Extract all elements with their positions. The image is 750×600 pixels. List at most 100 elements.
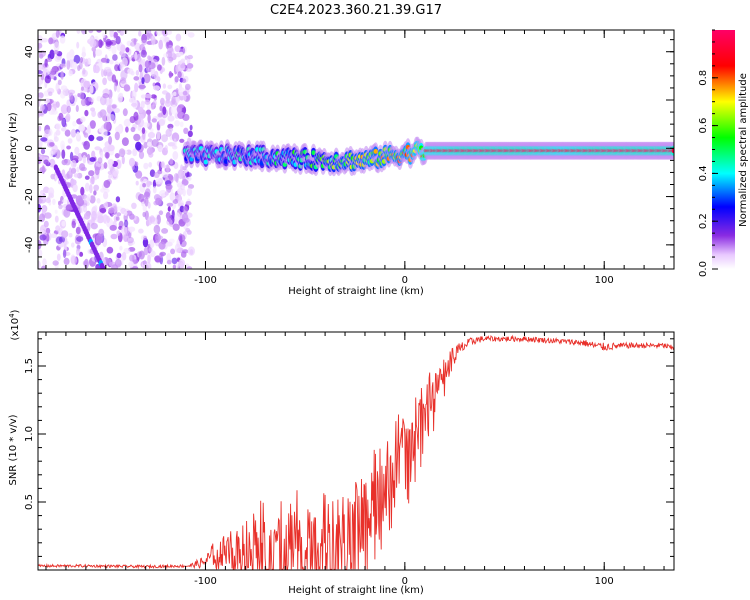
- noise-speckle: [107, 158, 114, 166]
- spectrogram-y-tick-label: -40: [24, 237, 35, 253]
- noise-speckle: [145, 109, 152, 115]
- noise-speckle: [38, 92, 44, 99]
- noise-speckle: [142, 58, 146, 68]
- noise-speckle: [134, 51, 138, 61]
- noise-speckle: [40, 190, 44, 195]
- noise-speckle: [80, 56, 83, 63]
- noise-speckle: [83, 132, 89, 138]
- noise-speckle: [161, 90, 168, 95]
- noise-speckle: [84, 175, 90, 180]
- noise-speckle: [144, 197, 149, 207]
- noise-speckle: [164, 99, 172, 108]
- noise-speckle: [103, 191, 109, 200]
- noise-speckle: [113, 31, 118, 38]
- noise-speckle: [123, 84, 131, 92]
- noise-speckle: [111, 45, 117, 55]
- noise-speckle: [116, 252, 122, 259]
- noise-speckle: [76, 251, 80, 256]
- noise-speckle: [96, 30, 102, 33]
- noise-speckle: [46, 102, 52, 112]
- noise-speckle: [147, 113, 151, 123]
- noise-speckle: [171, 132, 180, 142]
- noise-speckle: [61, 220, 66, 227]
- noise-speckle: [121, 225, 128, 236]
- noise-speckle: [40, 148, 46, 155]
- carrier-core: [373, 149, 378, 154]
- noise-speckle: [54, 209, 58, 214]
- noise-speckle: [149, 239, 155, 248]
- noise-speckle: [120, 44, 126, 53]
- snr-y-multiplier-base: (x10: [10, 318, 21, 341]
- noise-speckle: [120, 70, 128, 80]
- noise-speckle: [180, 58, 186, 63]
- noise-speckle: [177, 169, 184, 180]
- noise-speckle: [91, 210, 97, 221]
- noise-speckle: [41, 206, 47, 213]
- noise-speckle: [38, 100, 41, 107]
- noise-speckle: [114, 259, 122, 268]
- noise-speckle: [151, 35, 156, 46]
- noise-speckle: [174, 212, 181, 221]
- noise-speckle: [134, 82, 139, 93]
- noise-speckle: [54, 215, 59, 223]
- noise-speckle: [66, 99, 71, 108]
- colorbar-ticks: 0.0 0.2 0.4 0.6 0.8: [698, 29, 718, 277]
- noise-speckle: [104, 66, 112, 72]
- noise-speckle: [97, 157, 103, 164]
- noise-speckle: [88, 97, 92, 102]
- noise-speckle: [153, 224, 161, 234]
- noise-speckle: [43, 159, 49, 165]
- noise-speckle: [170, 104, 178, 115]
- noise-speckle: [38, 249, 43, 258]
- noise-speckle: [40, 73, 45, 81]
- noise-speckle: [146, 147, 153, 155]
- noise-speckle: [79, 251, 84, 257]
- noise-speckle: [55, 236, 63, 244]
- noise-speckle: [152, 186, 157, 194]
- noise-speckle: [128, 157, 136, 167]
- noise-speckle: [62, 249, 67, 258]
- noise-speckle: [89, 177, 95, 185]
- noise-speckle: [105, 258, 112, 264]
- noise-speckle: [44, 75, 51, 84]
- noise-speckle: [148, 162, 153, 168]
- noise-speckle: [130, 126, 136, 133]
- noise-speckle: [178, 234, 186, 243]
- noise-speckle: [143, 247, 149, 256]
- noise-speckle: [153, 85, 161, 91]
- noise-speckle: [111, 104, 117, 109]
- noise-speckle: [38, 260, 41, 269]
- noise-speckle: [75, 226, 81, 235]
- noise-speckle: [135, 141, 142, 151]
- noise-speckle: [73, 54, 81, 64]
- noise-speckle: [72, 61, 78, 70]
- noise-speckle: [130, 70, 135, 76]
- noise-speckle: [99, 109, 107, 118]
- noise-speckle: [125, 47, 130, 53]
- colorbar-tick-label: 0.0: [698, 261, 709, 277]
- noise-speckle: [106, 112, 111, 123]
- noise-speckle: [66, 59, 71, 70]
- noise-speckle: [96, 198, 101, 204]
- noise-speckle: [134, 42, 141, 51]
- noise-speckle: [147, 55, 151, 61]
- noise-speckle: [123, 247, 131, 254]
- noise-speckle: [172, 151, 179, 160]
- noise-speckle: [60, 90, 66, 99]
- noise-speckle: [46, 66, 52, 75]
- noise-speckle: [89, 157, 96, 162]
- noise-speckle: [180, 183, 186, 191]
- snr-y-multiplier-close: ): [10, 309, 21, 313]
- noise-speckle: [186, 63, 194, 69]
- noise-speckle: [64, 159, 71, 166]
- noise-speckle: [107, 144, 115, 152]
- noise-speckle: [40, 104, 45, 112]
- spectrogram-x-tick-label: -100: [194, 275, 217, 286]
- noise-speckle: [91, 46, 97, 52]
- noise-speckle: [64, 173, 70, 180]
- noise-speckle: [70, 95, 74, 103]
- noise-speckle: [120, 52, 126, 58]
- noise-speckle: [150, 66, 156, 77]
- noise-speckle: [68, 233, 73, 238]
